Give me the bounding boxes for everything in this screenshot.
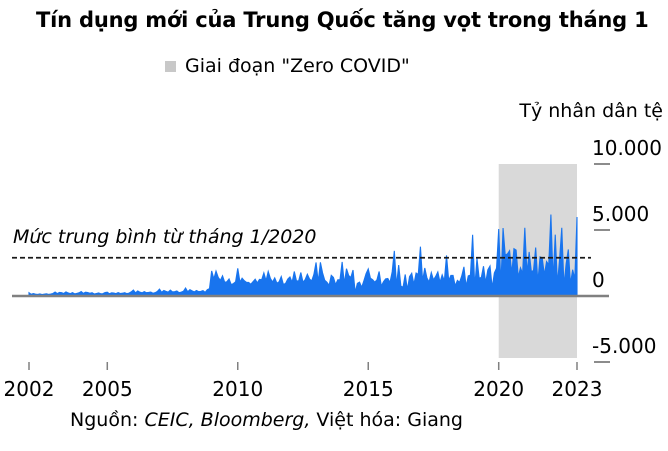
monthly-new-credit-area (28, 214, 578, 297)
x-tick-label-2020: 2020 (473, 377, 525, 401)
chart-title: Tín dụng mới của Trung Quốc tăng vọt tro… (36, 8, 649, 32)
source-suffix: Việt hóa: Giang (310, 409, 463, 431)
source-prefix: Nguồn: (70, 409, 145, 431)
zero-covid-band (498, 164, 577, 358)
x-tick-label-2015: 2015 (342, 377, 394, 401)
x-tick-label-2002: 2002 (3, 377, 55, 401)
y-tick-label-5000: 5.000 (592, 202, 650, 226)
legend-label-zero-covid: Giai đoạn "Zero COVID" (185, 55, 410, 77)
source-line: Nguồn: CEIC, Bloomberg, Việt hóa: Giang (70, 409, 463, 431)
legend-swatch-zero-covid (165, 60, 176, 72)
x-tick-label-2005: 2005 (81, 377, 133, 401)
y-tick-label-10000: 10.000 (592, 136, 662, 160)
credit-series-layer (28, 214, 578, 297)
y-axis-unit-label: Tỷ nhân dân tệ (519, 100, 663, 122)
zero-covid-band-layer (498, 164, 577, 358)
average-line-annotation: Mức trung bình từ tháng 1/2020 (13, 226, 317, 248)
x-tick-label-2023: 2023 (551, 377, 603, 401)
legend: Giai đoạn "Zero COVID" (165, 55, 410, 77)
y-tick-label-0: 0 (592, 268, 605, 292)
x-tick-label-2010: 2010 (212, 377, 264, 401)
y-tick-label-neg5000: -5.000 (592, 334, 657, 358)
axis-and-average-layer (12, 256, 609, 298)
tick-marks-layer (28, 163, 610, 370)
source-italic: CEIC, Bloomberg, (144, 409, 311, 431)
